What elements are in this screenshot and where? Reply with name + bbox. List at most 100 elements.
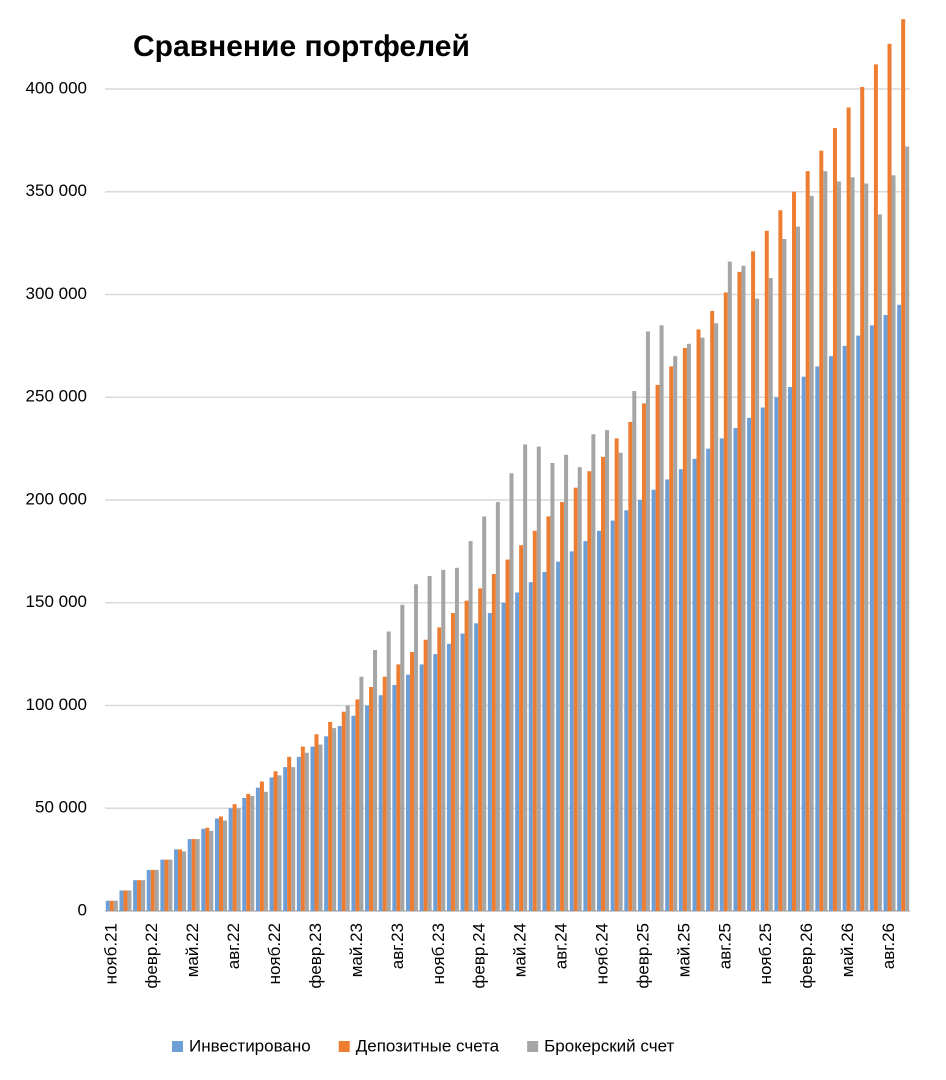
bar <box>788 386 793 912</box>
bar <box>119 890 124 911</box>
bar <box>214 818 219 911</box>
bar <box>187 839 192 911</box>
bar <box>760 407 765 911</box>
bar <box>673 356 678 911</box>
bar <box>751 251 756 912</box>
bar <box>250 795 255 911</box>
bar <box>495 502 500 911</box>
bar <box>386 631 391 911</box>
bar <box>637 500 642 911</box>
bar <box>242 797 247 911</box>
bar <box>501 602 506 911</box>
bar <box>801 376 806 911</box>
bar <box>877 214 882 912</box>
bar <box>423 639 428 911</box>
bar <box>905 146 910 912</box>
bar <box>856 335 861 912</box>
bar <box>283 767 288 911</box>
bar <box>277 775 282 911</box>
bar <box>577 467 582 911</box>
bar <box>714 323 719 911</box>
y-tick-label: 100 000 <box>26 695 87 714</box>
bar <box>528 582 533 911</box>
bar <box>355 699 360 911</box>
bar <box>378 695 383 911</box>
bar <box>618 452 623 911</box>
bar <box>591 434 596 911</box>
bar <box>601 456 606 911</box>
y-tick-label: 300 000 <box>26 284 87 303</box>
bar <box>587 471 592 911</box>
bar <box>891 175 896 911</box>
bar <box>805 171 810 911</box>
bar <box>737 271 742 911</box>
bar <box>150 869 155 911</box>
bar <box>273 771 278 911</box>
bar <box>883 315 888 911</box>
bar <box>850 177 855 912</box>
bar <box>164 859 169 911</box>
bar <box>400 604 405 911</box>
x-tick-label: февр.24 <box>470 923 489 989</box>
bar <box>532 530 537 911</box>
bar <box>815 366 820 911</box>
bar <box>369 687 374 911</box>
x-tick-label: авг.24 <box>552 923 571 969</box>
legend-swatch <box>172 1041 183 1052</box>
bar <box>678 469 683 911</box>
y-tick-label: 200 000 <box>26 489 87 508</box>
bar <box>246 793 251 911</box>
bar <box>222 820 227 911</box>
bar <box>123 890 128 911</box>
legend-label: Брокерский счет <box>544 1036 674 1055</box>
bar <box>413 584 418 911</box>
y-tick-label: 400 000 <box>26 78 87 97</box>
bar <box>296 756 301 911</box>
bar <box>796 226 801 911</box>
bar <box>583 541 588 911</box>
bar <box>536 446 541 911</box>
bar <box>137 880 142 911</box>
bar <box>437 627 442 911</box>
legend-swatch <box>527 1041 539 1052</box>
bar <box>641 403 646 911</box>
legend-label: Инвестировано <box>189 1036 311 1055</box>
bar <box>686 343 691 911</box>
x-tick-label: нояб.24 <box>592 923 611 984</box>
bar <box>632 391 637 912</box>
chart-title: Сравнение портфелей <box>133 30 470 63</box>
bar <box>263 791 268 911</box>
bar <box>610 520 615 911</box>
x-tick-label: нояб.21 <box>101 923 120 984</box>
bar <box>287 756 292 911</box>
x-tick-label: нояб.23 <box>429 923 448 984</box>
x-tick-label: май.24 <box>511 923 530 977</box>
bar <box>669 366 674 911</box>
bar <box>396 664 401 911</box>
bar <box>133 880 138 911</box>
bar <box>218 816 223 911</box>
bar <box>828 356 833 911</box>
bar <box>182 851 187 911</box>
bar <box>304 752 309 911</box>
bar <box>337 726 342 911</box>
bar <box>774 397 779 911</box>
bar <box>201 828 206 911</box>
bar <box>318 744 323 911</box>
bar <box>645 331 650 911</box>
bar <box>228 808 233 911</box>
bar <box>682 347 687 911</box>
bar <box>755 298 760 911</box>
bar <box>700 337 705 911</box>
bar <box>359 676 364 911</box>
bar <box>901 19 906 911</box>
bar <box>491 573 496 911</box>
bar <box>741 265 746 912</box>
bar <box>727 261 732 911</box>
bar <box>723 292 728 911</box>
bar <box>515 592 520 911</box>
bar <box>887 43 892 912</box>
bar <box>556 561 561 911</box>
bar <box>446 643 451 911</box>
